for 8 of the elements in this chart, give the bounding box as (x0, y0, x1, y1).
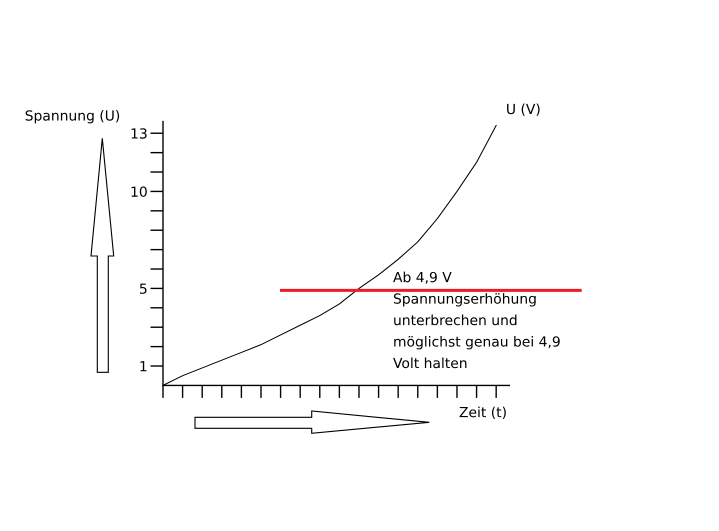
ref-line-label: Ab 4,9 V Spannungserhöhung unterbrechen und möglichst genau bei 4,9 Volt halten (393, 272, 560, 368)
y-tick-label: 5 (140, 284, 147, 294)
y-tick-label: 10 (132, 186, 147, 197)
series-label: U (V) (507, 103, 540, 116)
y-tick-label: 1 (140, 361, 146, 372)
x-axis-title: Zeit (t) (460, 406, 506, 419)
y-axis-title: Spannung (U) (26, 110, 120, 124)
y-tick-label: 13 (132, 128, 147, 139)
